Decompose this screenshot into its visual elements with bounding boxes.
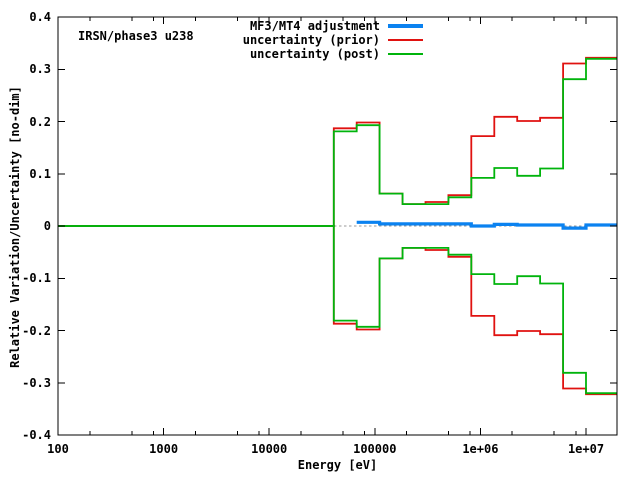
legend-swatch-post (388, 53, 423, 56)
y-tick-label--0.4: -0.4 (22, 428, 51, 442)
y-tick-label--0.1: -0.1 (22, 271, 51, 286)
series-post-upper (58, 57, 617, 227)
y-tick-label-0.4: 0.4 (29, 10, 51, 24)
y-tick-label--0.2: -0.2 (22, 323, 51, 338)
legend-label-adjustment: MF3/MT4 adjustment (249, 18, 380, 33)
x-tick-label-100000: 100000 (353, 442, 397, 456)
x-tick-label-1e+07: 1e+07 (567, 442, 605, 456)
legend-swatch-prior (388, 38, 423, 41)
x-axis-title: Energy [eV] (297, 458, 378, 472)
legend-label-prior: uncertainty (prior) (242, 32, 380, 47)
series-post-lower (58, 225, 617, 395)
legend-entry-prior: uncertainty (prior) (243, 33, 423, 47)
y-tick-label-0: 0 (43, 219, 51, 233)
x-tick-label-10000: 10000 (251, 442, 288, 456)
series-prior-upper (58, 56, 617, 227)
legend-entry-post: uncertainty (post) (250, 47, 423, 61)
series-prior-lower (58, 225, 617, 396)
y-tick-label--0.3: -0.3 (22, 375, 51, 390)
legend-swatch-adjustment (388, 23, 423, 28)
x-tick-label-1e+06: 1e+06 (462, 442, 499, 456)
x-tick-label-100: 100 (47, 442, 69, 456)
series-adjustment (356, 220, 617, 230)
y-tick-label-0.2: 0.2 (29, 114, 51, 129)
annotation-label: IRSN/phase3 u238 (78, 29, 194, 43)
legend-label-post: uncertainty (post) (249, 47, 380, 62)
y-tick-label-0.1: 0.1 (29, 166, 51, 181)
legend-entry-adjustment: MF3/MT4 adjustment (250, 19, 423, 33)
y-tick-label-0.3: 0.3 (29, 62, 51, 77)
x-tick-label-1000: 1000 (149, 442, 179, 456)
